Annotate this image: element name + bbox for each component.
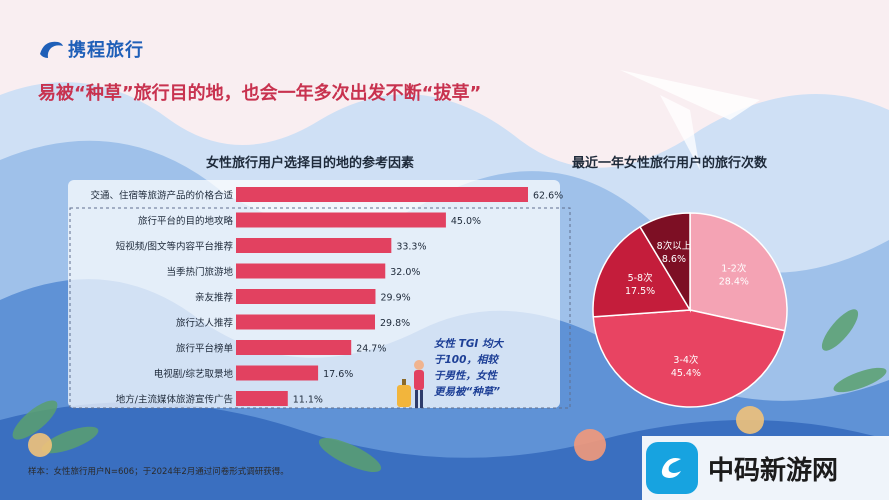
bar-category-label: 交通、住宿等旅游产品的价格合适 (90, 190, 233, 202)
factor-bar-chart: 交通、住宿等旅游产品的价格合适 62.6% 旅行平台的目的地攻略 45.0% 短视频/图… (68, 180, 571, 409)
bar (236, 391, 288, 406)
brand-logo: 携程旅行 (38, 36, 144, 62)
pie-value-label: 17.5% (625, 286, 655, 297)
pie-slice (592, 309, 786, 408)
brand-name: 携程旅行 (68, 40, 144, 61)
dolphin-icon (40, 41, 63, 58)
bar-value-label: 45.0% (451, 216, 481, 227)
bar-chart-title: 女性旅行用户选择目的地的参考因素 (206, 156, 415, 171)
pie-slice (689, 212, 788, 332)
bar (236, 212, 446, 228)
bar-category-label: 亲友推荐 (195, 292, 234, 304)
callout-line: 更易被“种草” (434, 386, 501, 398)
pie-slice (639, 212, 691, 313)
bar-category-label: 旅行达人推荐 (176, 317, 234, 329)
page-headline: 易被“种草”旅行目的地，也会一年多次出发不断“拔草” (38, 83, 482, 104)
bar-category-label: 当季热门旅游地 (166, 266, 233, 278)
callout-line: 于男性，女性 (434, 370, 497, 382)
pie-value-label: 8.6% (662, 254, 686, 265)
bar-category-label: 电视剧/综艺取景地 (154, 368, 234, 380)
bar (236, 314, 376, 330)
tgi-callout: 女性 TGI 均大 于100，相较 于男性，女性 更易被“种草” (434, 336, 540, 400)
traveler-illustration (397, 360, 424, 408)
bar-value-label: 33.3% (396, 242, 426, 253)
pie-slice-label: 1-2次 (721, 263, 747, 275)
bar (236, 238, 392, 253)
pie-value-label: 28.4% (719, 277, 749, 288)
callout-line: 女性 TGI 均大 (434, 338, 503, 350)
sample-footnote: 样本：女性旅行用户N=606；于2024年2月通过问卷形式调研获得。 (28, 467, 289, 477)
bar-value-label: 17.6% (323, 369, 353, 380)
callout-line: 于100，相较 (434, 354, 498, 366)
bar-value-label: 24.7% (356, 344, 386, 355)
bar (236, 289, 376, 304)
bar (236, 365, 319, 381)
bar (236, 263, 386, 279)
bar-value-label: 29.8% (380, 318, 410, 329)
bar-category-label: 旅行平台的目的地攻略 (138, 215, 234, 227)
site-logo-icon (646, 442, 698, 494)
bar-category-label: 短视频/图文等内容平台推荐 (116, 241, 234, 253)
bar-value-label: 11.1% (293, 395, 323, 406)
pie-slice-label: 5-8次 (628, 272, 654, 284)
pie-value-label: 45.4% (671, 368, 701, 379)
bar-value-label: 62.6% (533, 191, 563, 202)
site-watermark: 中码新游网 (642, 436, 889, 500)
bar-value-label: 32.0% (390, 267, 420, 278)
pie-slice-label: 3-4次 (673, 354, 699, 366)
bar-category-label: 地方/主流媒体旅游宣传广告 (116, 394, 233, 406)
pie-slice-label: 8次以上 (657, 240, 692, 252)
bar-value-label: 29.9% (380, 293, 410, 304)
pie-slice (592, 225, 692, 318)
site-name: 中码新游网 (708, 455, 839, 486)
bar (236, 187, 528, 202)
trip-frequency-pie-chart: 1-2次 28.4% 3-4次 45.4% 5-8次 17.5% 8次以上 8.6% (592, 212, 788, 408)
pie-chart-title: 最近一年女性旅行用户的旅行次数 (572, 156, 768, 171)
bar-category-label: 旅行平台榜单 (176, 343, 234, 355)
bar (236, 340, 352, 355)
